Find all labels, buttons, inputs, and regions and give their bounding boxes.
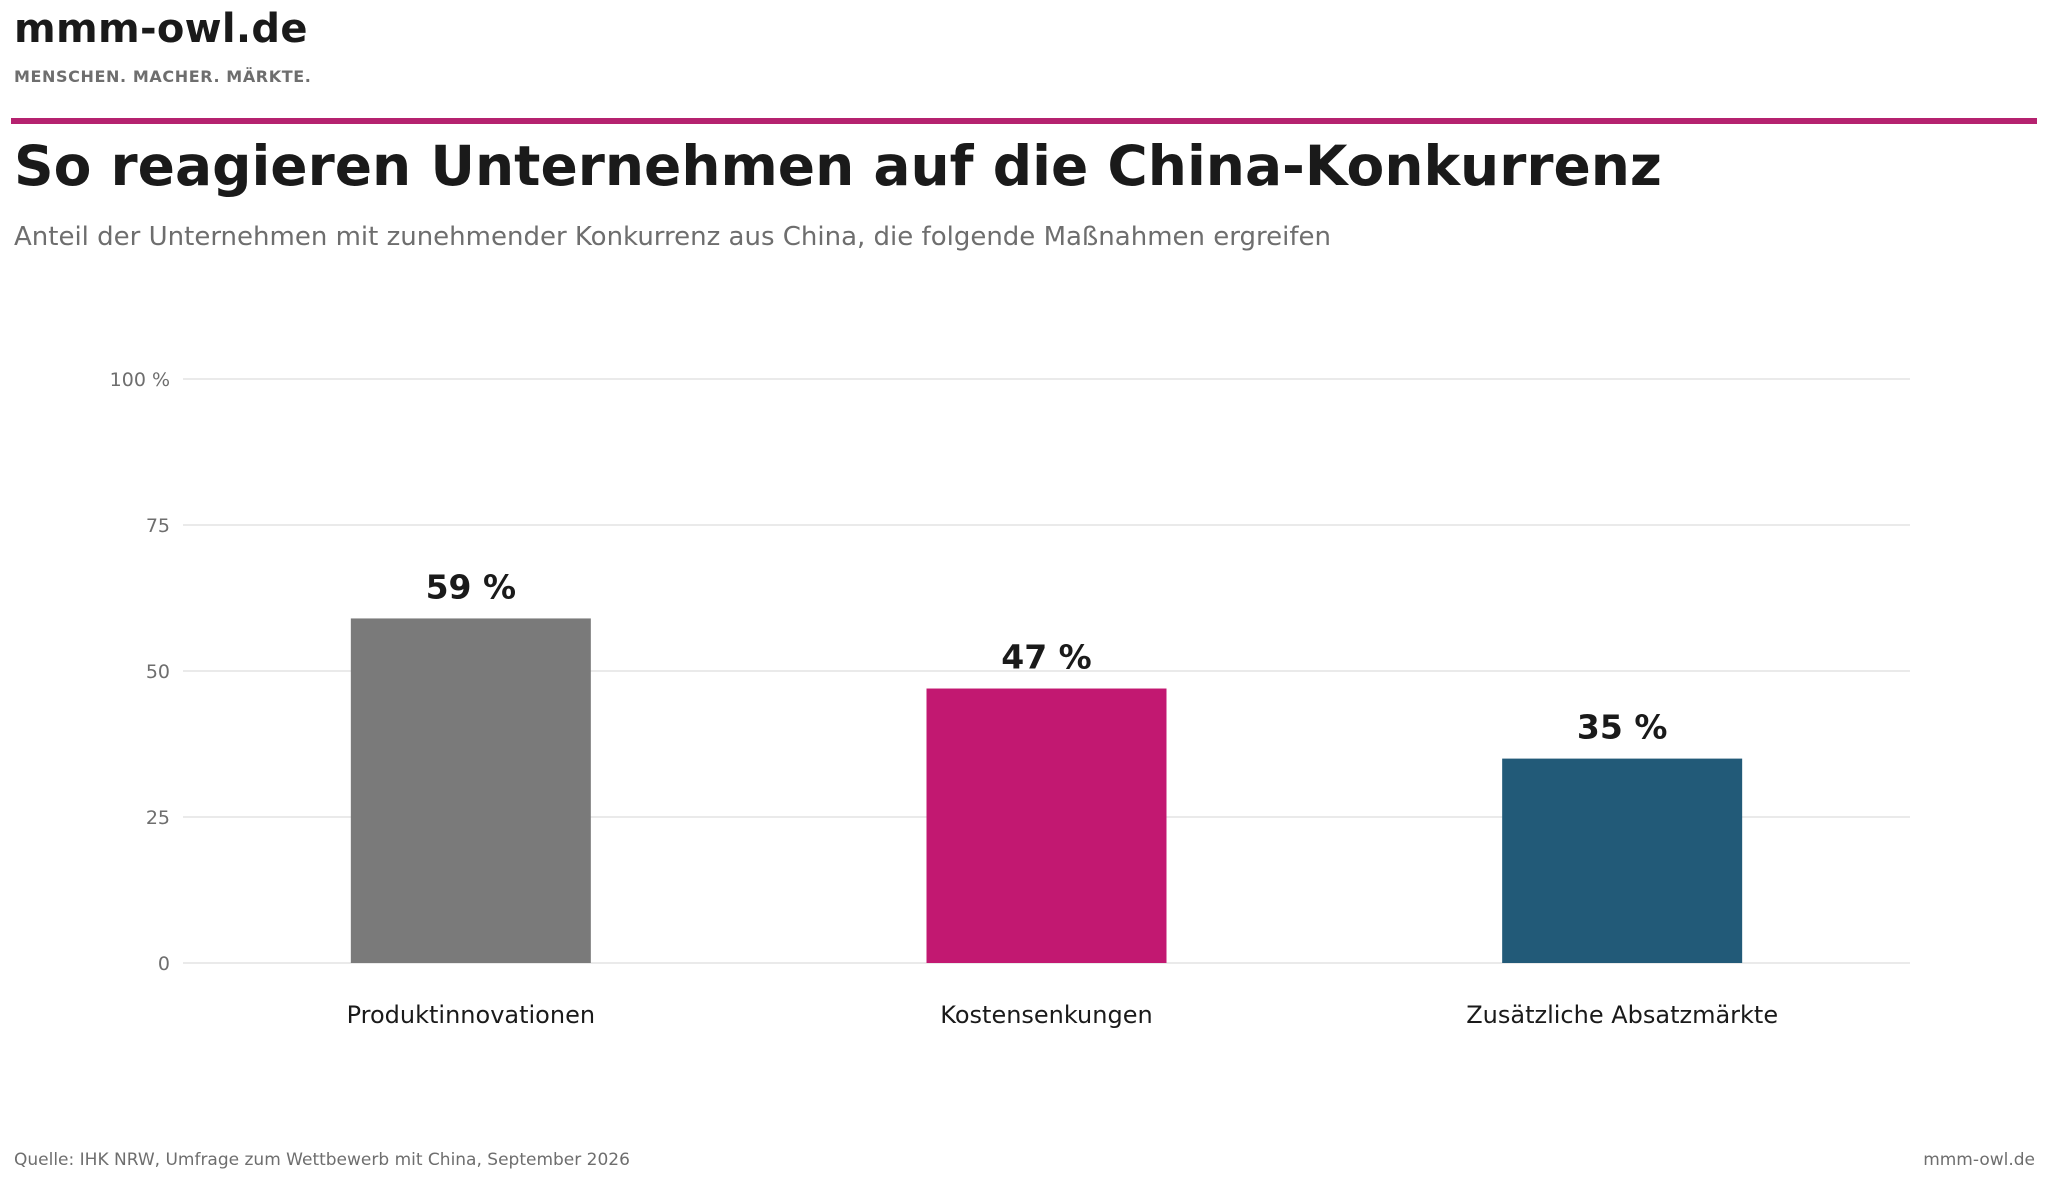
value-label: 59 % (426, 567, 516, 606)
y-tick-label: 100 % (110, 369, 170, 391)
bar (1502, 758, 1743, 963)
bars (350, 618, 1743, 963)
y-tick-label: 75 (146, 515, 170, 537)
category-label: Kostensenkungen (940, 1001, 1152, 1029)
site-brand: mmm-owl.de (14, 6, 308, 52)
footer-brand: mmm-owl.de (1923, 1150, 2035, 1170)
chart-title: So reagieren Unternehmen auf die China-K… (14, 134, 1662, 198)
bar (926, 688, 1167, 963)
value-label: 35 % (1577, 708, 1667, 747)
bar (350, 618, 591, 963)
y-tick-label: 25 (146, 807, 170, 829)
value-labels: 59 % 47 % 35 % (426, 567, 1668, 746)
y-tick-label: 0 (158, 953, 170, 975)
x-axis-labels: Produktinnovationen Kostensenkungen Zusätz… (347, 1001, 1779, 1029)
value-label: 47 % (1001, 638, 1091, 677)
y-axis-ticks: 0 25 50 75 100 % (110, 369, 170, 975)
header-divider (11, 118, 2037, 124)
site-tagline: MENSCHEN. MACHER. MÄRKTE. (14, 67, 312, 86)
source-note: Quelle: IHK NRW, Umfrage zum Wettbewerb … (14, 1150, 630, 1170)
category-label: Produktinnovationen (347, 1001, 595, 1029)
chart-subtitle: Anteil der Unternehmen mit zunehmender K… (14, 222, 1331, 252)
category-label: Zusätzliche Absatzmärkte (1466, 1001, 1778, 1029)
y-tick-label: 50 (146, 661, 170, 683)
